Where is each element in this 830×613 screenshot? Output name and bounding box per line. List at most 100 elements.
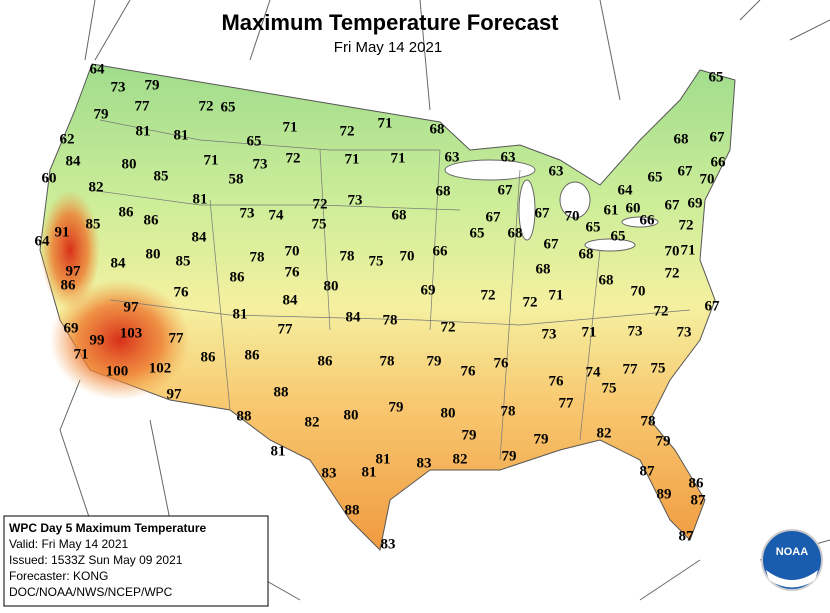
temperature: 81: [362, 464, 377, 480]
temperature: 72: [481, 287, 496, 303]
temperature: 65: [247, 133, 262, 149]
temperature: 68: [508, 225, 523, 241]
temperature: 79: [462, 427, 477, 443]
info-line: Forecaster: KONG: [9, 569, 108, 583]
temperature: 76: [549, 373, 565, 389]
temperature: 73: [253, 156, 268, 172]
temperature: 68: [674, 131, 689, 147]
temperature: 86: [230, 269, 246, 285]
temperature: 60: [42, 170, 57, 186]
info-line: DOC/NOAA/NWS/NCEP/WPC: [9, 585, 173, 599]
temperature: 79: [145, 77, 160, 93]
title: Maximum Temperature Forecast: [221, 10, 559, 35]
temperature: 97: [66, 263, 82, 279]
temperature: 64: [35, 233, 51, 249]
temperature: 73: [628, 323, 643, 339]
temperature: 85: [86, 216, 101, 232]
temperature: 71: [204, 152, 219, 168]
temperature: 78: [501, 403, 516, 419]
temperature: 74: [586, 364, 602, 380]
temperature: 75: [369, 253, 384, 269]
temperature: 78: [380, 353, 395, 369]
temperature: 69: [421, 282, 436, 298]
temperature: 84: [346, 309, 362, 325]
temperature: 67: [665, 197, 681, 213]
temperature: 84: [283, 292, 299, 308]
temperature: 79: [656, 433, 671, 449]
temperature: 97: [167, 386, 183, 402]
temperature: 66: [433, 243, 449, 259]
temperature: 75: [312, 216, 327, 232]
temperature: 70: [400, 248, 415, 264]
temperature: 87: [640, 463, 656, 479]
temperature: 100: [106, 363, 129, 379]
temperature: 82: [89, 179, 104, 195]
temperature: 77: [278, 321, 294, 337]
temperature: 99: [90, 332, 105, 348]
temperature: 85: [154, 168, 169, 184]
temperature: 84: [192, 229, 208, 245]
temperature: 73: [677, 324, 692, 340]
temperature: 65: [221, 99, 236, 115]
temperature: 64: [618, 182, 634, 198]
temperature: 80: [344, 407, 359, 423]
temperature: 81: [233, 306, 248, 322]
temperature: 80: [324, 278, 339, 294]
temperature: 63: [445, 149, 460, 165]
temperature: 88: [274, 384, 289, 400]
temperature: 67: [678, 163, 694, 179]
temperature: 86: [318, 353, 334, 369]
temperature: 80: [122, 156, 137, 172]
temperature: 60: [626, 200, 641, 216]
temperature: 68: [430, 121, 445, 137]
temperature: 75: [651, 360, 666, 376]
temperature: 72: [679, 217, 694, 233]
temperature: 82: [597, 425, 612, 441]
temperature: 83: [417, 455, 432, 471]
temperature: 71: [345, 151, 360, 167]
temperature: 66: [640, 212, 656, 228]
temperature: 70: [700, 171, 715, 187]
great-lakes: [444, 159, 659, 252]
temperature: 70: [631, 283, 646, 299]
temperature: 72: [286, 150, 301, 166]
heat-area: [40, 190, 100, 310]
temperature: 77: [169, 330, 185, 346]
temperature: 65: [470, 225, 485, 241]
info-line: Issued: 1533Z Sun May 09 2021: [9, 553, 183, 567]
temperature: 71: [582, 324, 597, 340]
temperature: 63: [549, 163, 564, 179]
temperature: 71: [391, 150, 406, 166]
temperature: 65: [611, 228, 626, 244]
temperature: 65: [648, 169, 663, 185]
temperature: 63: [501, 149, 516, 165]
temperature: 86: [201, 349, 217, 365]
temperature: 88: [345, 502, 360, 518]
temperature: 81: [271, 443, 286, 459]
temperature: 62: [60, 131, 75, 147]
temperature: 84: [111, 255, 127, 271]
temperature: 86: [119, 204, 135, 220]
temperature: 76: [461, 363, 477, 379]
temperature: 89: [657, 486, 672, 502]
temperature: 79: [389, 399, 404, 415]
temperature: 61: [604, 202, 619, 218]
temperature: 68: [536, 261, 551, 277]
temperature: 82: [305, 414, 320, 430]
logo-text: NOAA: [776, 546, 808, 558]
temperature: 75: [602, 380, 617, 396]
temperature: 67: [710, 129, 726, 145]
state-lines: [89, 119, 691, 461]
temperature: 70: [285, 243, 300, 259]
temperature-labels: 64 73 79 79 77 72 65 71 72 71 68 65 62 81 81 65 68 67 84 80…: [35, 61, 727, 552]
temperature: 68: [599, 272, 614, 288]
temperature: 76: [494, 355, 510, 371]
temperature: 103: [120, 325, 143, 341]
temperature: 86: [689, 475, 705, 491]
temperature: 87: [691, 492, 707, 508]
temperature: 64: [90, 61, 106, 77]
temperature: 73: [240, 205, 255, 221]
temperature: 86: [144, 212, 160, 228]
